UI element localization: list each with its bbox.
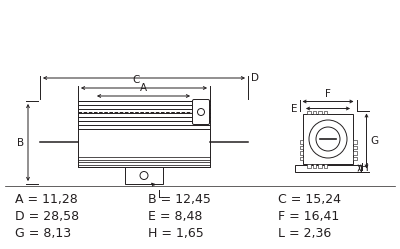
Text: B: B [17,137,24,147]
Text: E = 8,48: E = 8,48 [148,209,202,223]
Bar [312,111,316,114]
Bar [353,151,356,154]
Bar [303,114,353,164]
Bar [324,111,327,114]
Bar [307,111,310,114]
Bar [295,165,361,172]
Text: D = 28,58: D = 28,58 [15,209,79,223]
Bar [307,164,310,168]
FancyBboxPatch shape [192,100,210,124]
Text: H: H [362,163,369,173]
Bar [318,111,322,114]
Text: G: G [370,136,379,146]
Text: C: C [132,75,140,85]
Bar [312,164,316,168]
Text: A: A [140,83,147,93]
Bar [125,167,163,184]
Bar [353,140,356,143]
Text: A = 11,28: A = 11,28 [15,192,78,205]
Bar [353,157,356,160]
Text: L: L [158,189,164,199]
Text: E: E [292,104,298,114]
Bar [300,140,303,143]
Circle shape [316,127,340,151]
Circle shape [140,172,148,180]
Circle shape [198,109,204,116]
Bar [78,101,210,167]
Bar [300,145,303,149]
Bar [324,164,327,168]
Text: F = 16,41: F = 16,41 [278,209,339,223]
Bar [300,157,303,160]
Text: L = 2,36: L = 2,36 [278,227,331,240]
Text: D: D [251,73,259,83]
Text: C = 15,24: C = 15,24 [278,192,341,205]
Text: B = 12,45: B = 12,45 [148,192,211,205]
Text: G = 8,13: G = 8,13 [15,227,71,240]
Text: H = 1,65: H = 1,65 [148,227,204,240]
Text: F: F [325,88,331,99]
Circle shape [309,120,347,158]
Bar [318,164,322,168]
Bar [300,151,303,154]
Bar [353,145,356,149]
